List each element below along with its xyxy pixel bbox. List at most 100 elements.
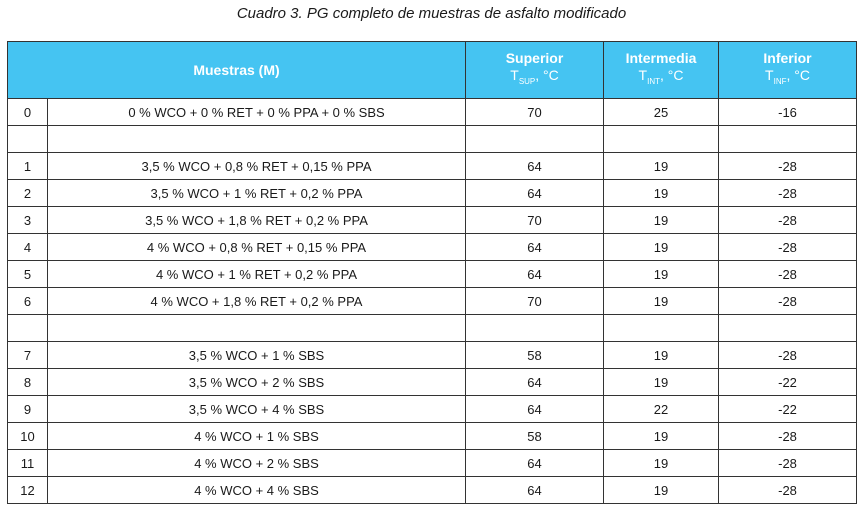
table-row [7,125,858,153]
sample-mix-cell: 3,5 % WCO + 1 % SBS [46,341,467,369]
inferior-cell [718,125,858,153]
inferior-cell: -28 [718,152,858,180]
sample-id-cell: 5 [7,260,48,288]
table-row: 10 4 % WCO + 1 % SBS 58 19 -28 [7,422,858,450]
superior-cell: 64 [465,395,605,423]
sample-mix-cell [46,125,467,153]
sample-id-cell: 8 [7,368,48,396]
superior-cell: 70 [465,206,605,234]
header-muestras: Muestras (M) [6,41,467,99]
table-row [7,314,858,342]
table-row: 2 3,5 % WCO + 1 % RET + 0,2 % PPA 64 19 -28 [7,179,858,207]
superior-cell: 64 [465,260,605,288]
sample-mix-cell: 4 % WCO + 1 % SBS [46,422,467,450]
superior-cell: 64 [465,152,605,180]
sample-mix-cell: 3,5 % WCO + 2 % SBS [46,368,467,396]
intermedia-cell: 19 [603,341,720,369]
sample-mix-cell: 4 % WCO + 4 % SBS [46,476,467,504]
header-row: Muestras (M) Superior TSUP, °C Intermedi… [6,41,858,99]
header-superior-symbol: TSUP, °C [510,67,559,86]
sample-mix-cell: 0 % WCO + 0 % RET + 0 % PPA + 0 % SBS [46,98,467,126]
sample-id-cell: 4 [7,233,48,261]
table-row: 9 3,5 % WCO + 4 % SBS 64 22 -22 [7,395,858,423]
sample-id-cell: 2 [7,179,48,207]
intermedia-cell [603,125,720,153]
superior-cell [465,314,605,342]
header-inferior: Inferior TINF, °C [718,41,858,99]
inferior-cell: -28 [718,449,858,477]
sample-id-cell: 7 [7,341,48,369]
sample-id-cell: 3 [7,206,48,234]
intermedia-cell: 19 [603,368,720,396]
intermedia-cell: 19 [603,422,720,450]
superior-cell: 58 [465,341,605,369]
sample-mix-cell: 3,5 % WCO + 4 % SBS [46,395,467,423]
superior-cell: 58 [465,422,605,450]
intermedia-cell: 22 [603,395,720,423]
superior-cell: 70 [465,287,605,315]
sample-id-cell: 1 [7,152,48,180]
sample-id-cell: 6 [7,287,48,315]
sample-id-cell [7,314,48,342]
intermedia-cell [603,314,720,342]
inferior-cell [718,314,858,342]
sample-id-cell: 10 [7,422,48,450]
table-row: 3 3,5 % WCO + 1,8 % RET + 0,2 % PPA 70 19 -2… [7,206,858,234]
superior-cell: 64 [465,449,605,477]
inferior-cell: -28 [718,233,858,261]
table-row: 12 4 % WCO + 4 % SBS 64 19 -28 [7,476,858,504]
sample-mix-cell: 4 % WCO + 0,8 % RET + 0,15 % PPA [46,233,467,261]
inferior-cell: -28 [718,287,858,315]
header-inferior-symbol: TINF, °C [765,67,810,86]
superior-cell: 64 [465,233,605,261]
header-superior: Superior TSUP, °C [465,41,605,99]
sample-mix-cell [46,314,467,342]
superior-cell [465,125,605,153]
inferior-cell: -28 [718,422,858,450]
superior-cell: 64 [465,179,605,207]
inferior-cell: -16 [718,98,858,126]
table-row: 8 3,5 % WCO + 2 % SBS 64 19 -22 [7,368,858,396]
inferior-cell: -28 [718,206,858,234]
intermedia-cell: 19 [603,287,720,315]
sample-mix-cell: 4 % WCO + 1,8 % RET + 0,2 % PPA [46,287,467,315]
superior-cell: 64 [465,476,605,504]
intermedia-cell: 19 [603,152,720,180]
intermedia-cell: 19 [603,179,720,207]
header-intermedia-symbol: TINT, °C [638,67,684,86]
intermedia-cell: 19 [603,476,720,504]
sample-mix-cell: 4 % WCO + 1 % RET + 0,2 % PPA [46,260,467,288]
inferior-cell: -28 [718,341,858,369]
sample-mix-cell: 3,5 % WCO + 1 % RET + 0,2 % PPA [46,179,467,207]
table-row: 1 3,5 % WCO + 0,8 % RET + 0,15 % PPA 64 19-… [7,152,858,180]
sample-id-cell: 12 [7,476,48,504]
header-intermedia: Intermedia TINT, °C [603,41,720,99]
inferior-cell: -28 [718,260,858,288]
sample-mix-cell: 3,5 % WCO + 0,8 % RET + 0,15 % PPA [46,152,467,180]
intermedia-cell: 19 [603,206,720,234]
header-superior-label: Superior [505,50,564,67]
sample-id-cell: 11 [7,449,48,477]
inferior-cell: -28 [718,476,858,504]
table-row: 7 3,5 % WCO + 1 % SBS 58 19 -28 [7,341,858,369]
pg-table: Muestras (M) Superior TSUP, °C Intermedi… [6,41,858,504]
superior-cell: 64 [465,368,605,396]
table-caption: Cuadro 3. PG completo de muestras de asf… [236,5,627,22]
superior-cell: 70 [465,98,605,126]
intermedia-cell: 25 [603,98,720,126]
inferior-cell: -22 [718,395,858,423]
inferior-cell: -22 [718,368,858,396]
inferior-cell: -28 [718,179,858,207]
intermedia-cell: 19 [603,260,720,288]
header-intermedia-label: Intermedia [625,50,697,67]
sample-mix-cell: 3,5 % WCO + 1,8 % RET + 0,2 % PPA [46,206,467,234]
intermedia-cell: 19 [603,233,720,261]
sample-id-cell [7,125,48,153]
table-row: 11 4 % WCO + 2 % SBS 64 19 -28 [7,449,858,477]
intermedia-cell: 19 [603,449,720,477]
